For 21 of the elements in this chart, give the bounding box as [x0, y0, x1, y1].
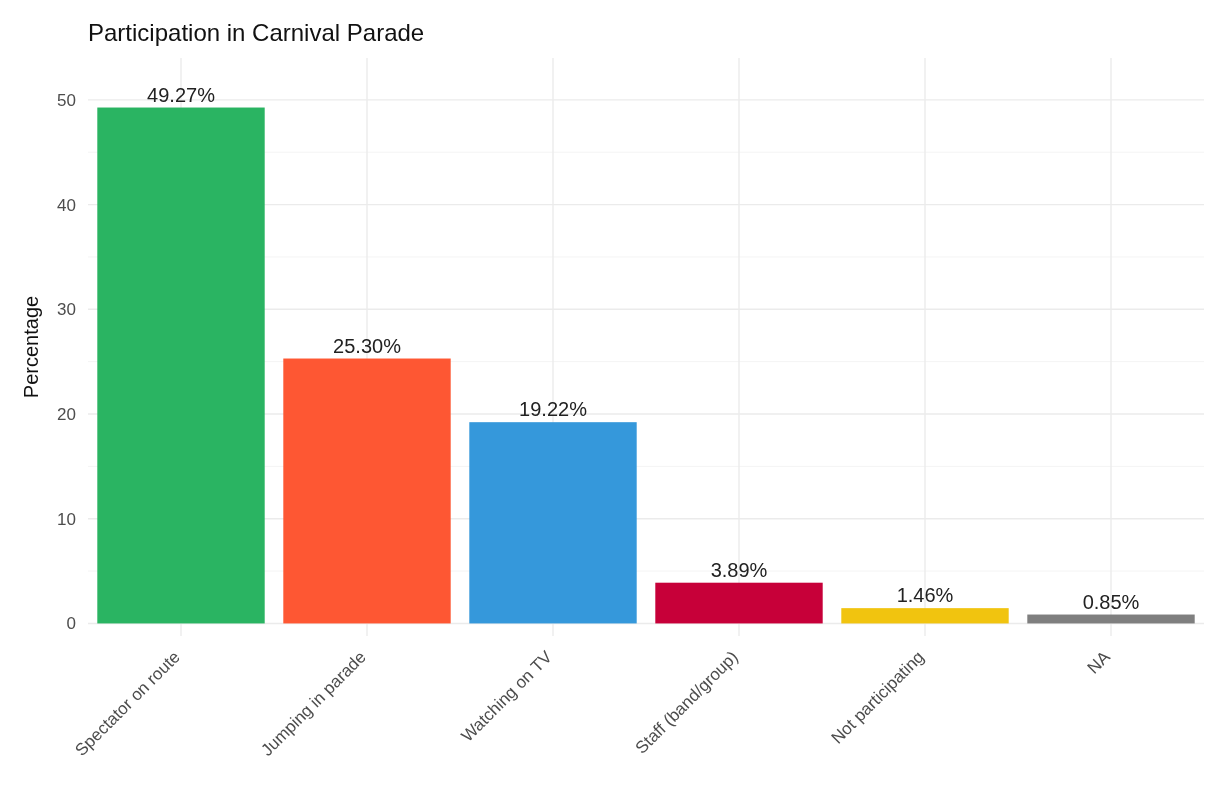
- data-label: 25.30%: [333, 334, 402, 357]
- bar: [469, 422, 637, 624]
- y-tick-label: 30: [57, 300, 76, 320]
- y-tick-label: 50: [57, 90, 76, 110]
- y-tick-label: 10: [57, 509, 76, 529]
- y-tick-label: 20: [57, 404, 76, 424]
- data-label: 1.46%: [896, 584, 954, 607]
- y-tick-label: 0: [66, 614, 76, 634]
- bar: [655, 582, 823, 624]
- data-label: 19.22%: [519, 398, 588, 421]
- bar: [841, 608, 1009, 624]
- y-tick-label: 40: [57, 195, 76, 215]
- data-label: 0.85%: [1082, 590, 1140, 613]
- bar: [283, 358, 451, 624]
- chart-title: Participation in Carnival Parade: [88, 19, 425, 46]
- y-axis-title: Percentage: [20, 295, 42, 399]
- bar: [1027, 614, 1195, 624]
- x-tick-label: NA: [1083, 646, 1115, 678]
- bar: [97, 107, 265, 624]
- data-label: 49.27%: [147, 83, 216, 106]
- data-label: 3.89%: [710, 558, 768, 581]
